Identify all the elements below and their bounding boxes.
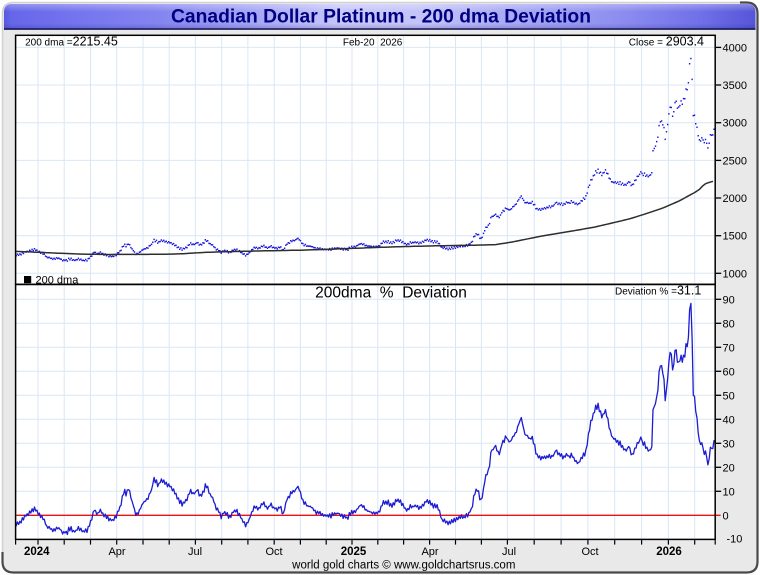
svg-text:Deviation % =31.1: Deviation % =31.1 [615, 283, 701, 297]
svg-text:Oct: Oct [581, 546, 598, 558]
svg-text:Jul: Jul [188, 546, 202, 558]
svg-text:2024: 2024 [24, 546, 50, 558]
svg-text:200dma % Deviation: 200dma % Deviation [315, 285, 467, 302]
svg-text:Feb-20 2026: Feb-20 2026 [343, 37, 403, 48]
svg-text:1500: 1500 [723, 231, 747, 243]
svg-text:200 dma =2215.45: 200 dma =2215.45 [25, 34, 118, 48]
svg-text:Canadian Dollar Platinum - 200: Canadian Dollar Platinum - 200 dma Devia… [171, 7, 591, 28]
svg-text:Close = 2903.4: Close = 2903.4 [629, 34, 704, 48]
svg-text:Jul: Jul [502, 546, 516, 558]
svg-text:30: 30 [723, 438, 735, 450]
svg-text:world gold charts © www.goldch: world gold charts © www.goldchartsrus.co… [291, 560, 515, 572]
svg-text:2025: 2025 [341, 546, 367, 558]
svg-text:3000: 3000 [723, 118, 747, 130]
svg-text:2500: 2500 [723, 155, 747, 167]
svg-text:2000: 2000 [723, 193, 747, 205]
svg-text:Oct: Oct [265, 546, 282, 558]
svg-text:Apr: Apr [421, 546, 438, 558]
svg-text:2026: 2026 [656, 546, 682, 558]
svg-text:60: 60 [723, 366, 735, 378]
svg-text:0: 0 [723, 510, 729, 522]
svg-text:90: 90 [723, 294, 735, 306]
svg-text:Apr: Apr [108, 546, 125, 558]
svg-text:50: 50 [723, 390, 735, 402]
svg-text:10: 10 [723, 486, 735, 498]
svg-text:20: 20 [723, 462, 735, 474]
svg-text:70: 70 [723, 342, 735, 354]
svg-text:3500: 3500 [723, 80, 747, 92]
svg-text:200 dma: 200 dma [36, 275, 80, 287]
svg-text:1000: 1000 [723, 268, 747, 280]
svg-text:40: 40 [723, 414, 735, 426]
svg-text:-10: -10 [727, 534, 743, 546]
svg-text:4000: 4000 [723, 42, 747, 54]
svg-text:80: 80 [723, 318, 735, 330]
